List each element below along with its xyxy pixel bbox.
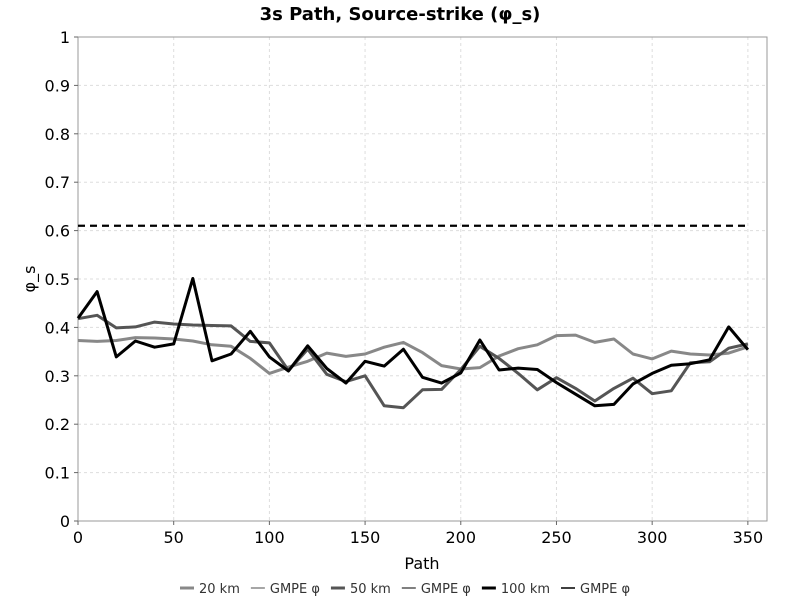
x-tick-label: 300 (637, 528, 668, 547)
legend-label: GMPE φ (421, 582, 471, 597)
y-tick-label: 0.7 (45, 173, 70, 192)
y-tick-label: 0.1 (45, 464, 70, 483)
series-line-20-km (77, 333, 749, 375)
x-tick-label: 100 (254, 528, 285, 547)
legend-label: GMPE φ (580, 582, 630, 597)
y-tick-label: 0.8 (45, 125, 70, 144)
legend: 20 km GMPE φ 50 km GMPE φ 100 km GMPE φ (180, 582, 630, 597)
legend-label: GMPE φ (270, 582, 320, 597)
x-tick-label: 50 (164, 528, 184, 547)
grid (78, 37, 767, 521)
x-tick-label: 150 (350, 528, 381, 547)
legend-label: 50 km (350, 582, 391, 597)
x-axis-label: Path (404, 554, 439, 573)
x-tick-label: 200 (446, 528, 477, 547)
chart-title: 3s Path, Source-strike (φ_s) (260, 4, 541, 25)
y-tick-label: 0.6 (45, 222, 70, 241)
y-tick-label: 0.9 (45, 76, 70, 95)
x-tick-label: 350 (733, 528, 764, 547)
y-tick-label: 0 (60, 512, 70, 531)
y-tick-label: 0.2 (45, 415, 70, 434)
y-tick-label: 0.5 (45, 270, 70, 289)
series-line-100-km (76, 277, 750, 408)
x-tick-label: 0 (73, 528, 83, 547)
y-tick-label: 1 (60, 28, 70, 47)
y-tick-label: 0.4 (45, 318, 70, 337)
y-axis-label: φ_s (20, 266, 40, 293)
legend-label: 20 km (199, 582, 240, 597)
series-group (76, 224, 750, 410)
y-tick-label: 0.3 (45, 367, 70, 386)
legend-label: 100 km (501, 582, 550, 597)
x-tick-label: 250 (541, 528, 572, 547)
axes: 0 0.1 0.2 0.3 0.4 0.5 0.6 0.7 0.8 0.9 1 0 50 100 150 20… (45, 28, 764, 547)
